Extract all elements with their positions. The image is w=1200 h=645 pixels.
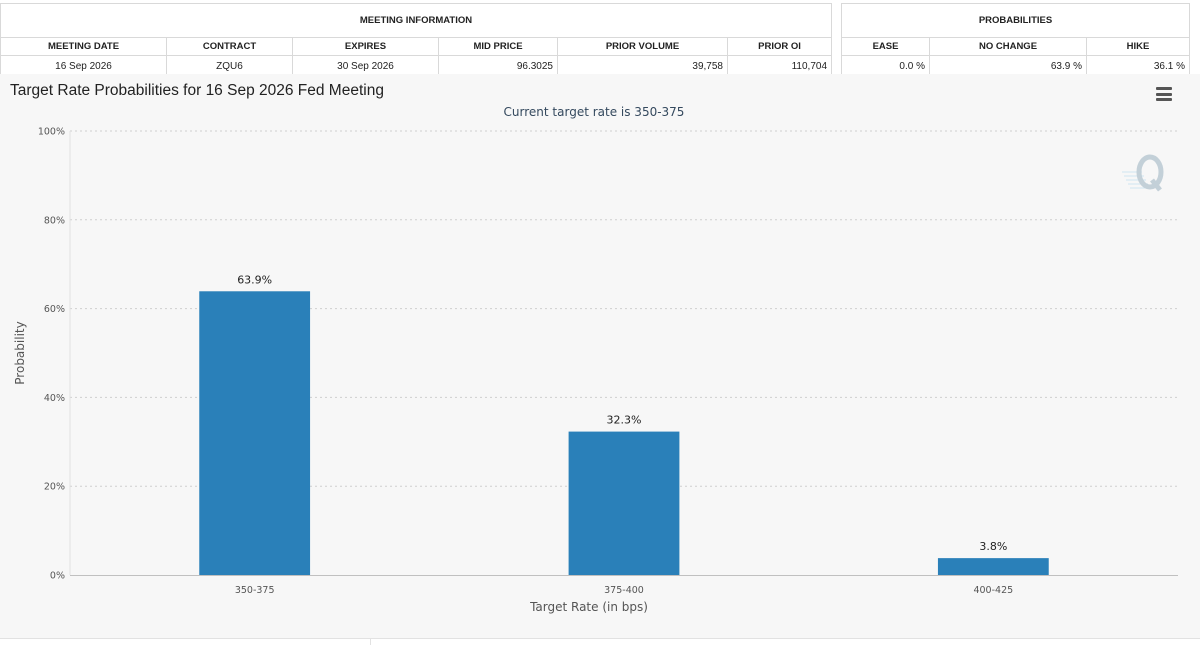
gridlines — [69, 130, 1178, 575]
y-tick-label: 100% — [38, 127, 65, 138]
y-tick-label: 60% — [44, 304, 65, 315]
hamburger-menu-icon[interactable] — [1156, 87, 1172, 101]
bar[interactable] — [568, 431, 680, 575]
bar-data-label: 3.8% — [979, 540, 1007, 553]
chart-title: Target Rate Probabilities for 16 Sep 202… — [10, 82, 384, 99]
meeting-date-header: MEETING DATE — [0, 37, 167, 56]
y-axis-ticks: 0% 20% 40% 60% 80% 100% — [38, 127, 65, 582]
bottom-strip — [0, 638, 1200, 645]
quikstrike-logo-icon — [1122, 154, 1164, 192]
contract-header: CONTRACT — [166, 37, 293, 56]
probabilities-header: PROBABILITIES — [840, 3, 1191, 38]
y-tick-label: 20% — [44, 482, 65, 493]
mid-price-header: MID PRICE — [438, 37, 558, 56]
bar-data-label: 32.3% — [607, 414, 642, 427]
chart-subtitle: Current target rate is 350-375 — [503, 105, 685, 119]
expires-header: EXPIRES — [292, 37, 439, 56]
y-tick-label: 40% — [44, 393, 65, 404]
bar[interactable] — [199, 291, 311, 575]
meeting-information-table: MEETING INFORMATION MEETING DATE CONTRAC… — [0, 3, 833, 77]
meeting-information-header: MEETING INFORMATION — [0, 3, 833, 38]
x-tick-label: 350-375 — [235, 585, 275, 596]
hike-header: HIKE — [1085, 37, 1191, 56]
x-axis-title: Target Rate (in bps) — [529, 600, 648, 614]
y-tick-label: 80% — [44, 215, 65, 226]
chart-container: 0% 20% 40% 60% 80% 100% 63.9% 32.3% 3.8% 350-37… — [0, 74, 1200, 638]
x-tick-label: 400-425 — [973, 585, 1013, 596]
bars: 63.9% 32.3% 3.8% — [199, 273, 1049, 575]
ease-header: EASE — [841, 37, 930, 56]
bar[interactable] — [937, 558, 1049, 575]
prior-oi-header: PRIOR OI — [726, 37, 833, 56]
no-change-header: NO CHANGE — [929, 37, 1087, 56]
y-axis-title: Probability — [13, 321, 27, 384]
x-tick-label: 375-400 — [604, 585, 644, 596]
bar-data-label: 63.9% — [237, 273, 272, 286]
y-tick-label: 0% — [50, 571, 65, 582]
x-axis-ticks: 350-375 375-400 400-425 — [235, 585, 1013, 596]
probabilities-table: PROBABILITIES EASE NO CHANGE HIKE 0.0 % … — [840, 3, 1191, 77]
bar-chart-plot: 0% 20% 40% 60% 80% 100% 63.9% 32.3% 3.8% 350-37… — [13, 127, 1178, 614]
prior-volume-header: PRIOR VOLUME — [557, 37, 728, 56]
